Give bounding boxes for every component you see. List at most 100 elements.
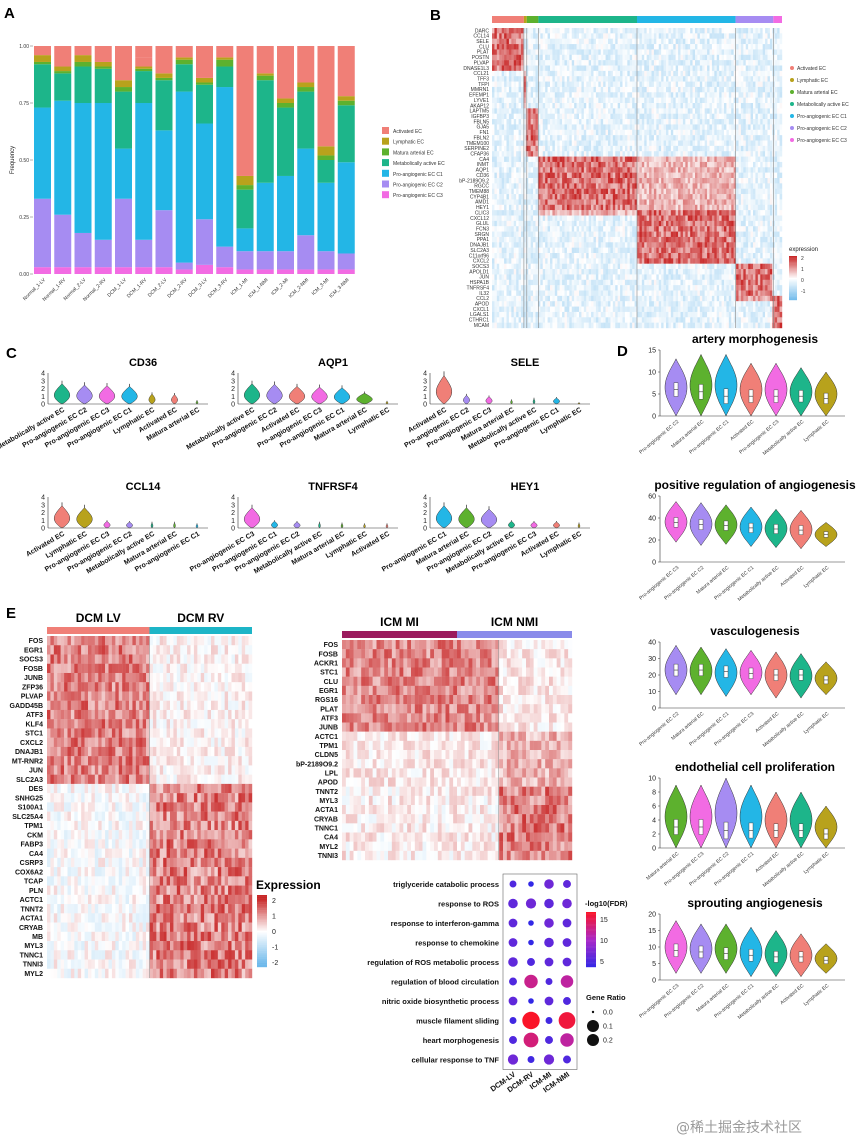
- heat-cell: [525, 151, 529, 157]
- heat-cell: [496, 81, 500, 88]
- heat-cell: [564, 92, 568, 98]
- heat-cell: [620, 210, 623, 216]
- heat-cell: [598, 220, 601, 227]
- heat-cell: [724, 70, 727, 77]
- heat-cell: [494, 92, 498, 98]
- heat-cell: [695, 108, 698, 114]
- heat-cell: [554, 49, 558, 55]
- heat-cell: [629, 183, 633, 189]
- heat-cell: [690, 103, 693, 109]
- heat-cell: [545, 210, 548, 216]
- gene-label: RGCC: [474, 184, 489, 190]
- heat-cell: [610, 226, 614, 232]
- heat-cell: [750, 161, 754, 168]
- heat-cell: [639, 151, 643, 157]
- heat-cell: [673, 60, 676, 66]
- heat-cell: [736, 172, 739, 179]
- heat-cell: [651, 236, 655, 243]
- heat-cell: [721, 124, 725, 130]
- heat-cell: [685, 124, 688, 130]
- heat-cell: [668, 33, 672, 39]
- heat-cell: [661, 167, 664, 173]
- heat-cell: [745, 113, 749, 120]
- heat-cell: [716, 226, 720, 232]
- heat-cell: [537, 204, 541, 211]
- heat-cell: [547, 108, 551, 114]
- heat-cell: [525, 226, 529, 232]
- heat-cell: [745, 151, 749, 157]
- bar-segment-matura-arterial-ec: [317, 155, 335, 160]
- heat-cell: [760, 231, 763, 238]
- heat-cell: [605, 38, 609, 45]
- heat-cell: [685, 108, 688, 114]
- heat-cell: [760, 108, 763, 114]
- heat-cell: [492, 204, 495, 211]
- heat-cell: [501, 226, 505, 232]
- heat-cell: [726, 38, 730, 45]
- heat-cell: [557, 135, 560, 141]
- heat-cell: [540, 215, 543, 222]
- heat-cell: [494, 103, 498, 109]
- heat-cell: [731, 28, 734, 34]
- heat-cell: [709, 124, 713, 130]
- heat-cell: [588, 172, 592, 179]
- y-tick-label: 0.75: [19, 101, 29, 107]
- heat-cell: [709, 204, 713, 211]
- heat-cell: [692, 81, 696, 88]
- heat-cell: [704, 60, 708, 66]
- heat-cell: [603, 204, 606, 211]
- heat-cell: [637, 113, 640, 120]
- heat-cell: [757, 204, 761, 211]
- heat-cell: [709, 49, 713, 55]
- bar-segment-lymphatic-ec: [337, 96, 355, 101]
- heat-cell: [711, 145, 715, 152]
- heat-cell: [562, 178, 565, 184]
- heat-cell: [608, 188, 611, 195]
- heat-cell: [726, 108, 730, 114]
- heat-cell: [591, 70, 594, 77]
- heat-cell: [711, 204, 715, 211]
- heat-cell: [760, 70, 763, 77]
- heat-cell: [627, 124, 630, 130]
- heat-cell: [702, 49, 705, 55]
- heat-cell: [709, 81, 713, 88]
- heat-cell: [501, 108, 505, 114]
- heat-cell: [571, 38, 575, 45]
- heat-cell: [581, 103, 585, 109]
- heat-cell: [629, 236, 633, 243]
- heat-cell: [525, 97, 529, 104]
- heat-cell: [661, 60, 664, 66]
- heat-cell: [726, 70, 730, 77]
- heat-cell: [760, 140, 763, 147]
- heat-cell: [755, 145, 759, 152]
- heat-cell: [714, 236, 717, 243]
- heat-cell: [632, 103, 635, 109]
- heat-cell: [535, 183, 539, 189]
- heat-cell: [615, 145, 618, 152]
- heat-cell: [603, 124, 606, 130]
- heat-cell: [687, 188, 691, 195]
- heat-cell: [774, 70, 778, 77]
- heat-cell: [525, 129, 529, 136]
- heat-cell: [571, 215, 575, 222]
- heat-cell: [600, 231, 604, 238]
- heat-cell: [769, 81, 773, 88]
- heat-cell: [564, 183, 568, 189]
- heat-cell: [779, 199, 783, 205]
- heat-cell: [603, 33, 606, 39]
- heat-cell: [569, 215, 572, 222]
- heat-cell: [569, 49, 572, 55]
- heat-cell: [639, 33, 643, 39]
- heat-cell: [579, 60, 582, 66]
- heat-cell: [516, 236, 519, 243]
- heat-cell: [629, 81, 633, 88]
- heat-cell: [721, 204, 725, 211]
- heat-cell: [554, 167, 558, 173]
- heat-cell: [579, 156, 582, 163]
- heat-cell: [533, 92, 536, 98]
- bar-segment-metabolically-active-ec: [155, 80, 173, 131]
- heat-cell: [666, 76, 669, 82]
- heat-cell: [595, 44, 599, 50]
- heat-cell: [765, 140, 768, 147]
- heat-cell: [661, 188, 664, 195]
